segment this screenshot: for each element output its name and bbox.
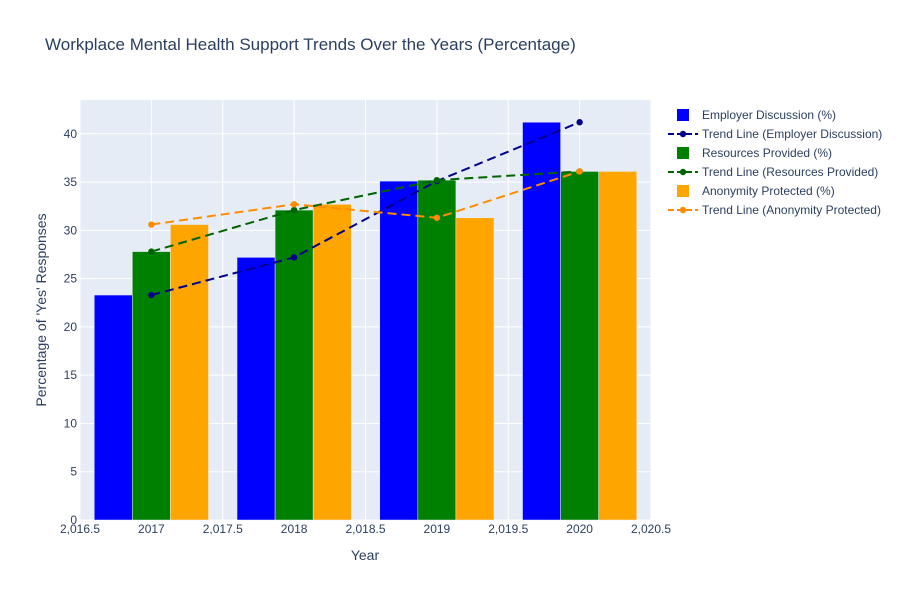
- y-tick-label: 20: [64, 320, 78, 334]
- y-tick-label: 30: [64, 223, 78, 237]
- x-axis-ticks: 2,016.5 2017 2,017.5 2018 2,018.5 2019 2,019.5…: [60, 522, 671, 536]
- x-tick-label: 2017: [138, 522, 165, 536]
- legend-label: Trend Line (Resources Provided): [702, 165, 878, 179]
- trend-point: [576, 119, 583, 126]
- legend-item[interactable]: Trend Line (Anonymity Protected): [668, 203, 881, 217]
- y-tick-label: 40: [64, 127, 78, 141]
- bar: [522, 121, 561, 521]
- legend-marker: [679, 206, 687, 214]
- x-tick-label: 2,018.5: [345, 522, 385, 536]
- legend-item[interactable]: Employer Discussion (%): [677, 108, 836, 122]
- bar: [312, 204, 352, 521]
- x-tick-label: 2,020.5: [631, 522, 671, 536]
- trend-point: [290, 206, 298, 214]
- x-tick-label: 2,016.5: [60, 522, 100, 536]
- legend-item[interactable]: Resources Provided (%): [677, 146, 832, 160]
- legend-label: Anonymity Protected (%): [702, 184, 835, 198]
- chart-title: Workplace Mental Health Support Trends O…: [45, 35, 576, 54]
- x-tick-label: 2018: [281, 522, 308, 536]
- legend-item[interactable]: Trend Line (Resources Provided): [668, 165, 878, 179]
- bar: [455, 217, 495, 521]
- trend-point: [433, 214, 441, 221]
- legend: Employer Discussion (%) Trend Line (Emplo…: [668, 108, 882, 217]
- bar: [94, 294, 133, 521]
- legend-item[interactable]: Anonymity Protected (%): [677, 184, 835, 198]
- bar: [236, 257, 276, 521]
- trend-point: [433, 176, 441, 184]
- y-axis-ticks: 0 5 10 15 20 25 30 35 40: [64, 127, 78, 527]
- trend-point: [148, 291, 155, 299]
- y-tick-label: 35: [64, 175, 78, 189]
- x-axis-title: Year: [351, 547, 380, 563]
- trend-line: [151, 121, 581, 297]
- y-tick-label: 25: [64, 272, 78, 286]
- bars-layer: [94, 121, 637, 521]
- y-tick-label: 10: [64, 416, 78, 430]
- trend-point: [576, 168, 583, 175]
- legend-item[interactable]: Trend Line (Employer Discussion): [668, 127, 882, 141]
- x-tick-label: 2019: [424, 522, 451, 536]
- legend-label: Employer Discussion (%): [702, 108, 836, 122]
- bar: [598, 171, 637, 521]
- legend-swatch: [677, 109, 689, 121]
- x-tick-label: 2020: [566, 522, 593, 536]
- legend-marker: [679, 130, 687, 138]
- legend-label: Trend Line (Anonymity Protected): [702, 203, 881, 217]
- trend-lines-layer: [148, 119, 583, 299]
- bar: [417, 179, 457, 521]
- y-tick-label: 0: [70, 513, 77, 527]
- x-tick-label: 2,019.5: [488, 522, 528, 536]
- trend-point: [290, 254, 298, 261]
- x-tick-label: 2,017.5: [203, 522, 243, 536]
- legend-swatch: [677, 147, 689, 159]
- y-tick-label: 5: [70, 465, 77, 479]
- trend-point: [290, 201, 298, 208]
- y-axis-title: Percentage of 'Yes' Responses: [33, 213, 49, 406]
- trend-point: [148, 248, 155, 255]
- legend-label: Resources Provided (%): [702, 146, 832, 160]
- trend-line: [151, 170, 580, 226]
- bar: [560, 171, 599, 521]
- legend-marker: [679, 168, 687, 176]
- trend-point: [148, 221, 155, 228]
- legend-swatch: [677, 185, 689, 197]
- y-tick-label: 15: [64, 368, 78, 382]
- trend-line: [151, 170, 580, 253]
- bar: [379, 180, 419, 521]
- legend-label: Trend Line (Employer Discussion): [702, 127, 882, 141]
- bar: [170, 224, 209, 521]
